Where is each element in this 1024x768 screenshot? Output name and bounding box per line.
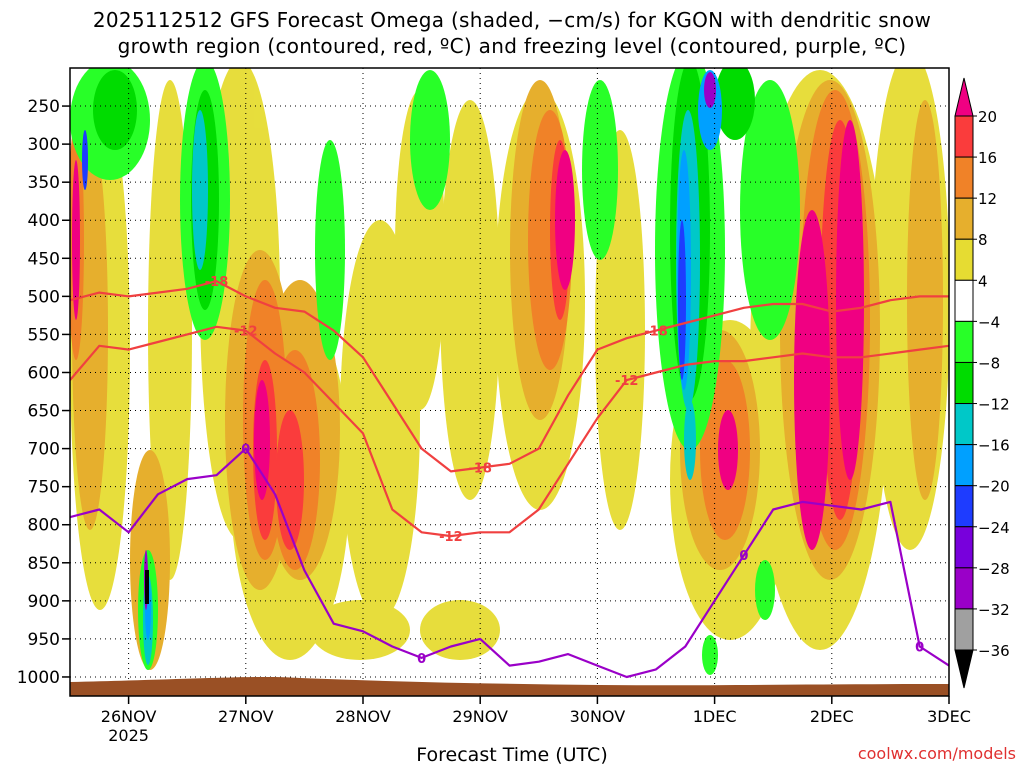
colorbar-band xyxy=(954,444,974,487)
colorbar-label: 20 xyxy=(978,108,997,126)
colorbar-band xyxy=(954,608,974,651)
colorbar-label: 4 xyxy=(978,272,988,290)
y-axis: 250 300 350 400 450 500 550 600 650 700 750 800 850 9… xyxy=(17,97,70,688)
colorbar-band xyxy=(954,526,974,569)
y-tick-label: 900 xyxy=(28,592,60,612)
y-tick-label: 350 xyxy=(28,173,60,193)
colorbar-label: 12 xyxy=(978,190,997,208)
contour-label: 0 xyxy=(241,443,250,458)
y-tick-label: 800 xyxy=(28,516,60,536)
colorbar-label: −36 xyxy=(978,642,1010,660)
contour-label: 0 xyxy=(417,652,426,667)
contour--12 xyxy=(70,325,949,538)
x-axis-label: Forecast Time (UTC) xyxy=(416,744,608,766)
colorbar-label: −20 xyxy=(978,478,1010,496)
y-tick-label: 650 xyxy=(28,402,60,422)
plot-frame xyxy=(69,67,950,697)
x-tick-label: 2DEC xyxy=(810,707,854,726)
contour--18 xyxy=(70,280,949,473)
colorbar-band xyxy=(954,361,974,405)
y-tick-label: 300 xyxy=(28,135,60,155)
colorbar-band xyxy=(954,115,974,158)
colorbar-band xyxy=(954,238,974,281)
colorbar-top-arrow xyxy=(954,77,974,117)
colorbar-band xyxy=(954,485,974,528)
contour-lines: -18 -12 -18 -12 -18 -12 0 0 0 0 xyxy=(70,275,949,679)
contour-label: -12 xyxy=(615,374,639,389)
contour-0 xyxy=(70,447,949,679)
colorbar-label: 16 xyxy=(978,149,997,167)
omega-shading xyxy=(70,68,949,696)
colorbar-band xyxy=(954,567,974,610)
x-tick-label: 26NOV xyxy=(101,707,157,726)
colorbar-band xyxy=(954,156,974,199)
y-tick-label: 850 xyxy=(28,554,60,574)
y-tick-label: 700 xyxy=(28,440,60,460)
chart-title-line-1: 2025112512 GFS Forecast Omega (shaded, −… xyxy=(92,8,932,32)
colorbar-label: −8 xyxy=(978,354,1000,372)
contour-label: -12 xyxy=(439,530,463,545)
y-tick-label: 550 xyxy=(28,325,60,345)
colorbar-band xyxy=(954,403,974,446)
contour-label: -12 xyxy=(234,325,258,340)
contour-label: -18 xyxy=(468,462,492,477)
contour-label: -18 xyxy=(205,275,229,290)
colorbar: 20 16 12 8 4 −4 −8 −12 −16 −20 −24 −28 −32 −36 xyxy=(954,77,1010,689)
colorbar-label: −4 xyxy=(978,313,1000,331)
x-year-label: 2025 xyxy=(108,726,149,745)
colorbar-label: −32 xyxy=(978,601,1010,619)
y-tick-label: 450 xyxy=(28,249,60,269)
x-tick-label: 27NOV xyxy=(218,707,274,726)
y-tick-label: 500 xyxy=(28,287,60,307)
x-tick-label: 3DEC xyxy=(927,707,971,726)
y-tick-label: 750 xyxy=(28,478,60,498)
colorbar-label: −12 xyxy=(978,396,1010,414)
contour-label: 0 xyxy=(915,641,924,656)
colorbar-label: −28 xyxy=(978,560,1010,578)
y-tick-label: 250 xyxy=(28,97,60,117)
credit-text: coolwx.com/models xyxy=(857,744,1016,763)
x-tick-label: 29NOV xyxy=(452,707,508,726)
colorbar-bottom-arrow xyxy=(954,649,974,689)
y-tick-label: 950 xyxy=(28,630,60,650)
colorbar-band xyxy=(954,279,974,322)
x-tick-label: 28NOV xyxy=(335,707,391,726)
y-tick-label: 600 xyxy=(28,363,60,383)
colorbar-label: −16 xyxy=(978,437,1010,455)
colorbar-label: 8 xyxy=(978,231,988,249)
colorbar-label: −24 xyxy=(978,519,1010,537)
chart-title-line-2: growth region (contoured, red, ºC) and f… xyxy=(117,34,907,58)
ground-surface xyxy=(70,676,949,696)
y-tick-label: 400 xyxy=(28,211,60,231)
x-tick-label: 30NOV xyxy=(570,707,626,726)
contour-label: 0 xyxy=(739,549,748,564)
contour-label: -18 xyxy=(644,325,668,340)
x-tick-label: 1DEC xyxy=(693,707,737,726)
colorbar-band xyxy=(954,320,974,363)
y-tick-label: 1000 xyxy=(17,668,60,688)
colorbar-band xyxy=(954,197,974,240)
